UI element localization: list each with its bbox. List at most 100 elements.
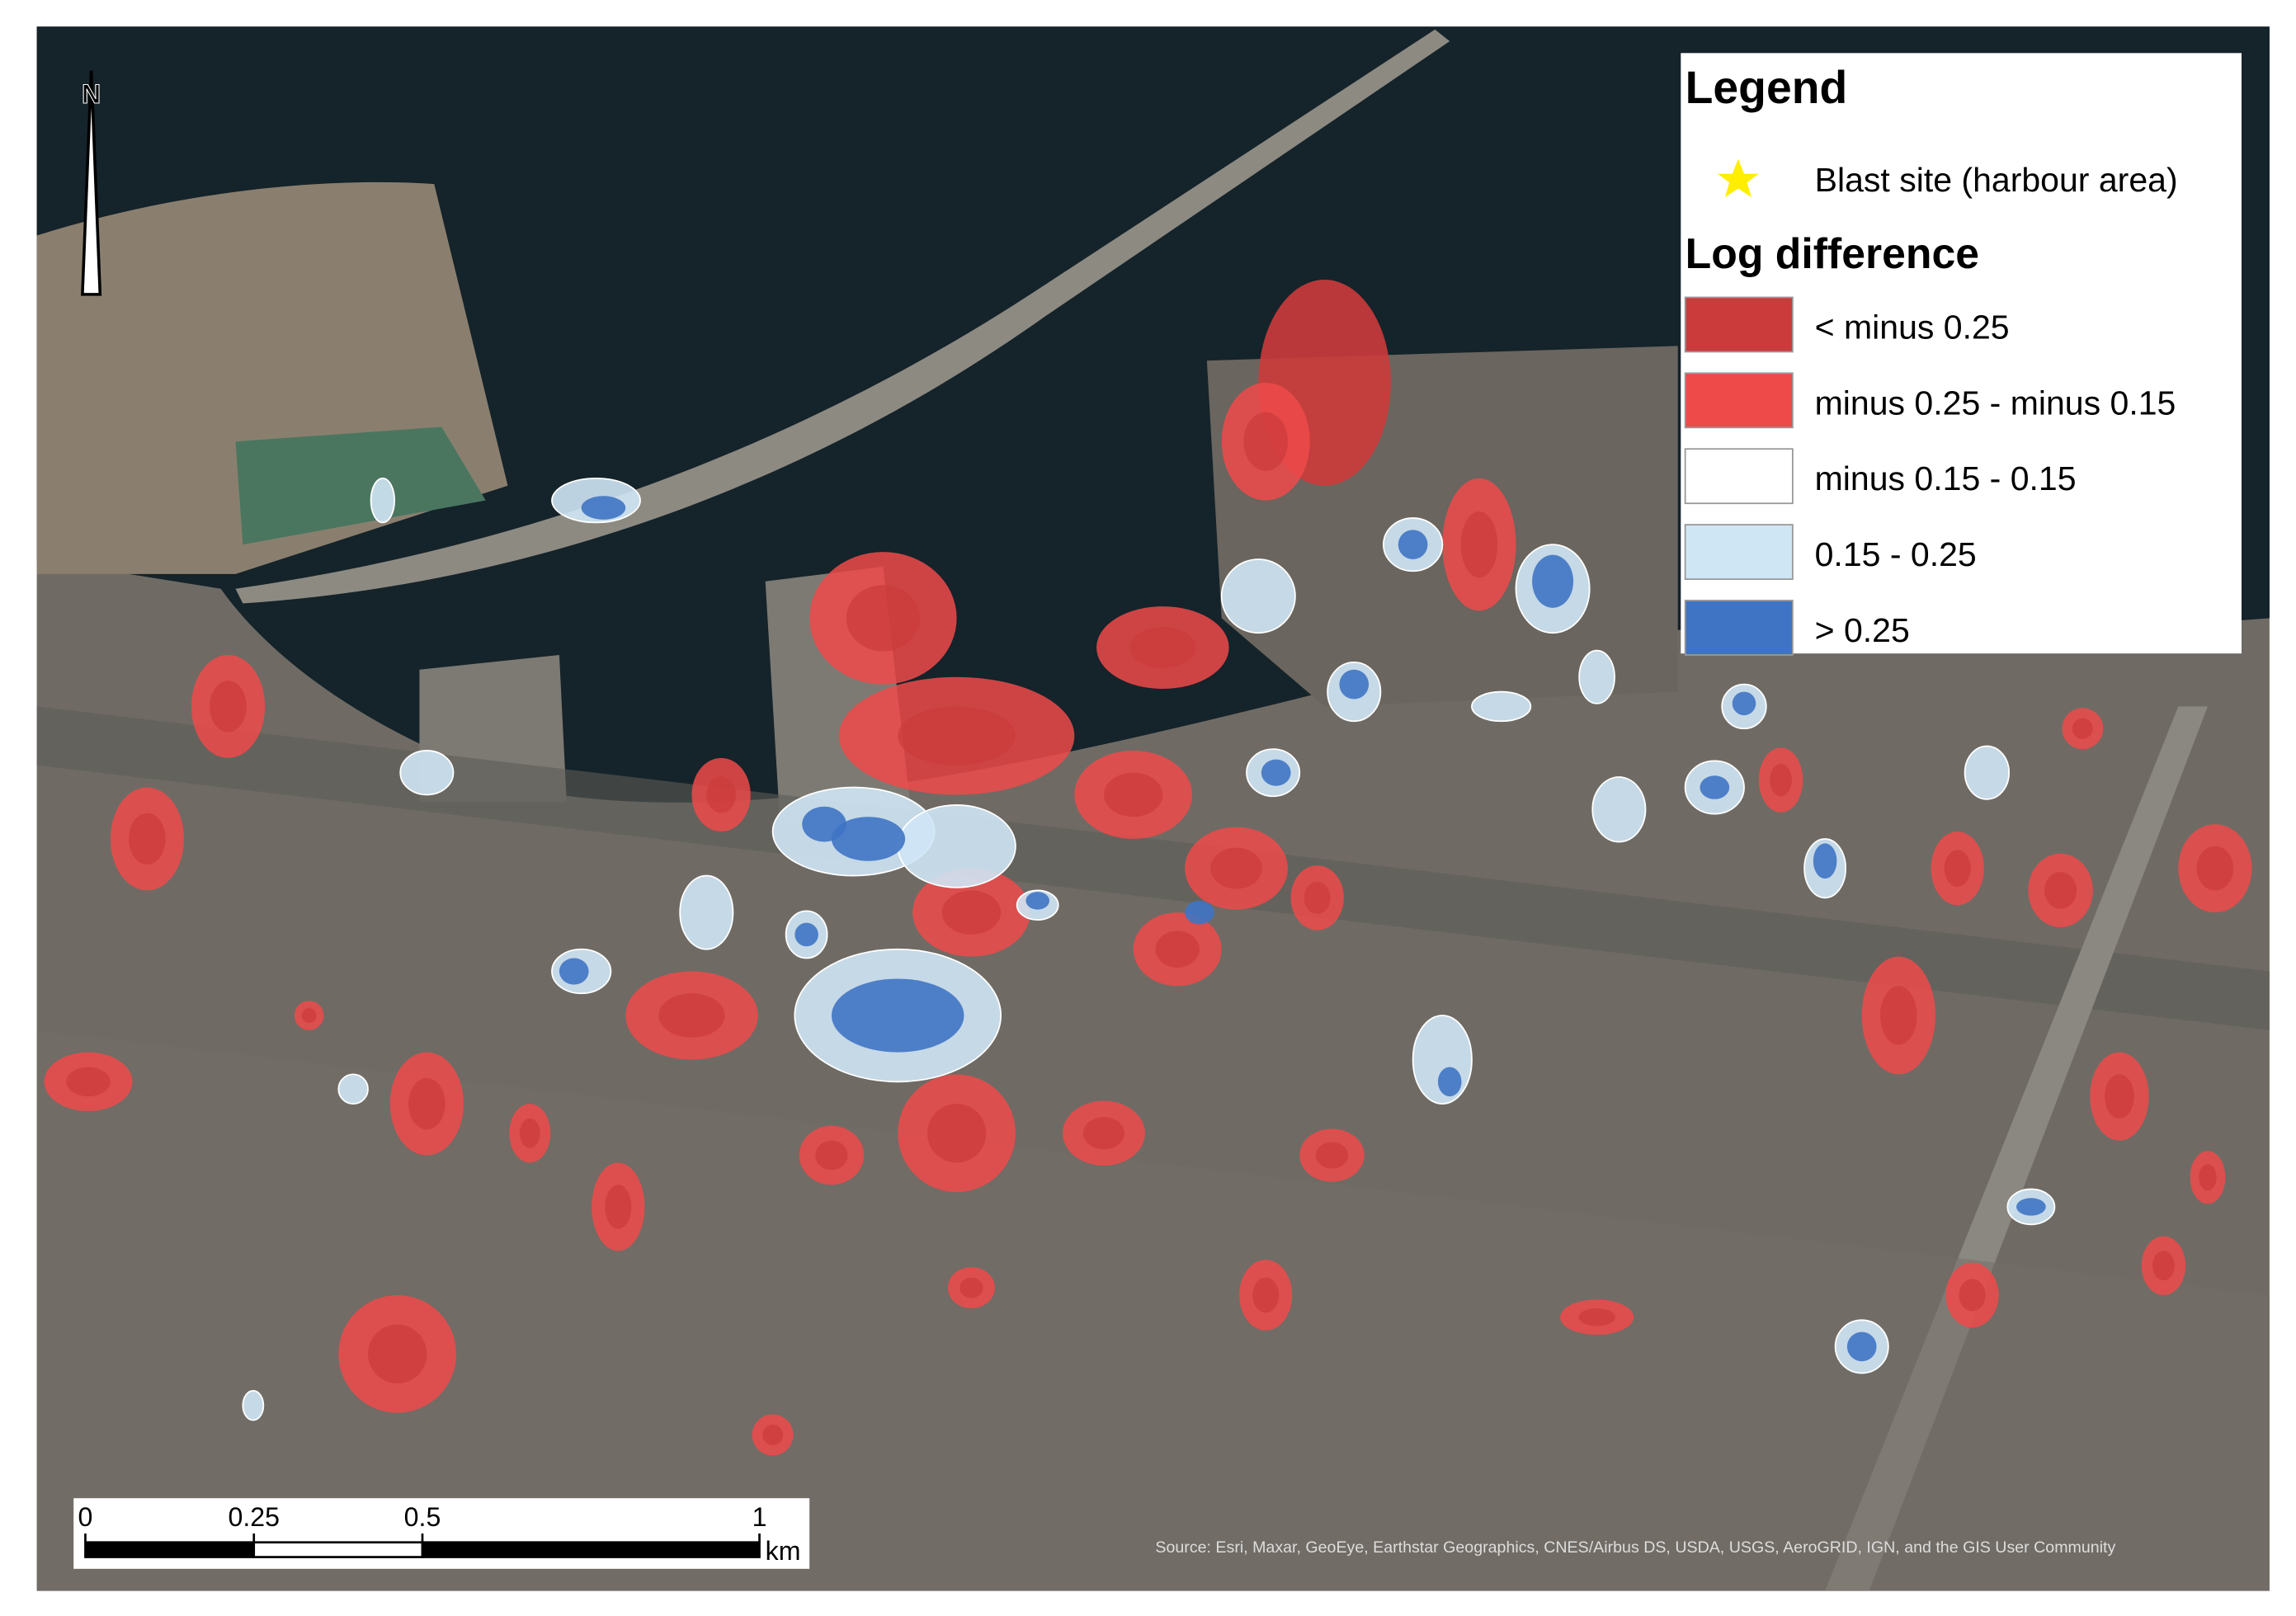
change-area — [2016, 1198, 2046, 1216]
change-area — [897, 804, 1016, 888]
change-area — [1591, 776, 1647, 843]
legend-subtitle: Log difference — [1685, 229, 1979, 277]
north-label: N — [82, 79, 101, 109]
change-area-core — [1210, 847, 1262, 889]
change-area — [794, 922, 818, 947]
change-area — [1532, 554, 1574, 608]
change-area-core — [1315, 1142, 1349, 1169]
change-area-core — [926, 1104, 987, 1163]
change-area — [679, 874, 734, 950]
change-area-core — [301, 1008, 317, 1023]
change-area-core — [1252, 1277, 1280, 1313]
legend-swatch — [1684, 524, 1794, 580]
change-area — [1025, 892, 1049, 910]
change-area — [1220, 558, 1296, 634]
change-area-core — [2105, 1074, 2134, 1119]
change-area-core — [1770, 763, 1792, 797]
change-area-core — [1103, 772, 1163, 817]
change-area-core — [605, 1185, 632, 1229]
north-arrow: N — [81, 70, 102, 296]
legend-label: minus 0.25 - minus 0.15 — [1815, 384, 2176, 422]
change-area-core — [762, 1424, 784, 1445]
change-area-core — [941, 890, 1002, 935]
scale-segment — [252, 1541, 424, 1558]
change-area-core — [1944, 850, 1971, 887]
change-area-core — [1959, 1279, 1986, 1312]
change-area-core — [1129, 627, 1196, 669]
north-arrow-shape — [81, 70, 102, 296]
change-area-core — [210, 681, 247, 733]
scale-label: 0 — [78, 1502, 93, 1532]
legend-swatch — [1684, 296, 1794, 353]
change-area — [1846, 1331, 1877, 1362]
highway — [36, 706, 2270, 1030]
change-area-core — [706, 776, 736, 813]
blast-star — [1717, 158, 1759, 198]
scale-label: 0.25 — [228, 1502, 280, 1532]
legend-swatch — [1684, 448, 1794, 505]
scale-segment — [84, 1541, 256, 1558]
change-area — [337, 1073, 369, 1105]
change-area — [1185, 900, 1214, 925]
legend-label: minus 0.15 - 0.15 — [1815, 459, 2077, 497]
change-area — [1964, 745, 2011, 800]
blast-label: Blast site (harbour area) — [1815, 161, 2178, 199]
change-area-core — [367, 1324, 427, 1384]
change-area — [1437, 1067, 1462, 1097]
legend-swatch — [1684, 372, 1794, 429]
scale-bar: 0 0.25 0.5 1 km — [73, 1498, 810, 1569]
legend-label: < minus 0.25 — [1815, 308, 2010, 346]
change-area — [831, 978, 964, 1053]
change-area — [1700, 775, 1730, 799]
change-area-core — [1460, 511, 1498, 578]
legend-classes: < minus 0.25 minus 0.25 - minus 0.15 minus… — [1684, 296, 2176, 656]
change-area — [1398, 530, 1428, 560]
change-area-core — [1880, 986, 1917, 1045]
change-area — [242, 1390, 265, 1421]
change-area-core — [2044, 872, 2077, 909]
change-area-core — [1083, 1117, 1124, 1150]
change-area-core — [959, 1277, 983, 1298]
change-area-core — [815, 1140, 848, 1171]
change-area — [1261, 759, 1291, 786]
city — [36, 1029, 2270, 1591]
scale-segment — [421, 1541, 761, 1558]
change-area-core — [846, 585, 920, 652]
change-area-core — [1304, 881, 1331, 914]
change-area — [399, 750, 455, 796]
legend-label: > 0.25 — [1815, 611, 1910, 649]
change-area-core — [66, 1067, 111, 1097]
change-area-core — [2152, 1251, 2175, 1281]
legend-title: Legend — [1685, 62, 1848, 113]
scale-label: 1 — [752, 1502, 767, 1532]
legend-label: 0.15 - 0.25 — [1815, 535, 1977, 573]
change-area — [802, 806, 846, 842]
change-area — [1471, 690, 1532, 723]
change-area — [1732, 691, 1756, 716]
change-area — [559, 958, 589, 985]
scale-bar-box — [73, 1498, 810, 1569]
change-areas — [44, 280, 2252, 1456]
change-area-core — [1243, 412, 1288, 471]
change-area-core — [658, 993, 725, 1038]
change-area — [370, 477, 395, 524]
change-area — [1578, 649, 1615, 704]
scale-label: 0.5 — [404, 1502, 441, 1532]
green-area — [235, 426, 486, 545]
change-area-core — [408, 1077, 446, 1130]
change-area — [1339, 669, 1370, 700]
change-area — [831, 817, 906, 861]
change-area-core — [898, 706, 1016, 766]
change-area — [581, 496, 626, 520]
legend: Legend Blast site (harbour area) Log dif… — [1681, 53, 2242, 656]
attribution: Source: Esri, Maxar, GeoEye, Earthstar G… — [1155, 1538, 2115, 1557]
scale-unit: km — [766, 1536, 801, 1566]
change-area-core — [1155, 930, 1200, 968]
change-area-core — [1578, 1308, 1615, 1326]
change-area-core — [519, 1118, 540, 1148]
change-area-core — [2199, 1164, 2217, 1191]
legend-swatch — [1684, 600, 1794, 656]
change-area-core — [2072, 718, 2093, 739]
